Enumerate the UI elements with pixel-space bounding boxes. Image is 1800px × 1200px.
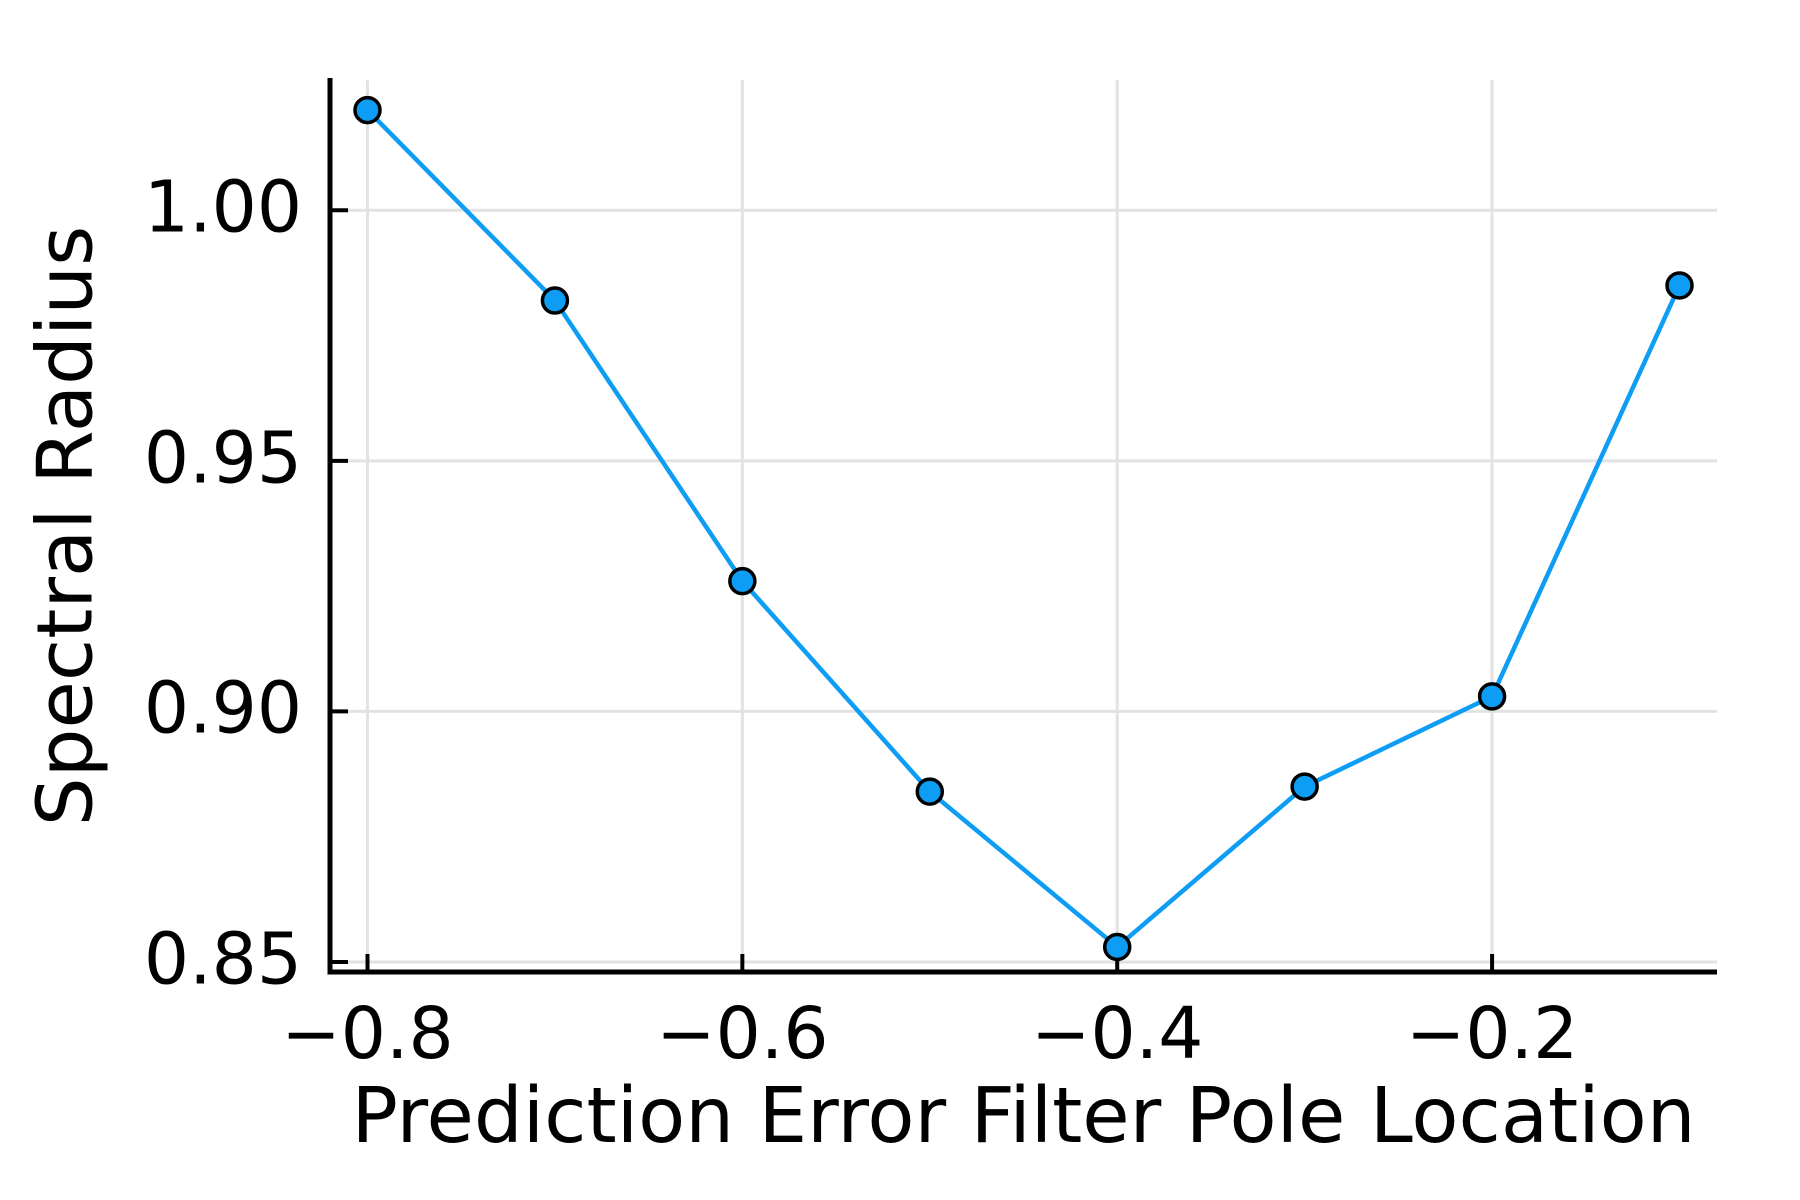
data-point-marker bbox=[1665, 271, 1694, 300]
y-tick-label: 0.85 bbox=[143, 917, 302, 1001]
x-tick-label: −0.4 bbox=[1031, 992, 1204, 1075]
data-point-marker bbox=[1290, 772, 1319, 801]
y-axis-label: Spectral Radius bbox=[21, 225, 111, 827]
x-tick-label: −0.6 bbox=[656, 992, 829, 1075]
y-tick-label: 1.00 bbox=[143, 165, 302, 249]
y-tick-label: 0.90 bbox=[143, 667, 302, 751]
x-axis-label: Prediction Error Filter Pole Location bbox=[351, 1072, 1696, 1161]
x-tick-label: −0.8 bbox=[281, 992, 454, 1075]
data-point-marker bbox=[915, 777, 945, 806]
x-tick-label: −0.2 bbox=[1405, 992, 1579, 1075]
data-point-marker bbox=[728, 566, 757, 596]
data-point-marker bbox=[353, 95, 382, 125]
data-point-marker bbox=[540, 286, 570, 315]
data-point-marker bbox=[1102, 932, 1132, 962]
data-point-marker bbox=[1477, 682, 1507, 711]
y-tick-label: 0.95 bbox=[143, 416, 302, 500]
data-line bbox=[365, 107, 1682, 950]
